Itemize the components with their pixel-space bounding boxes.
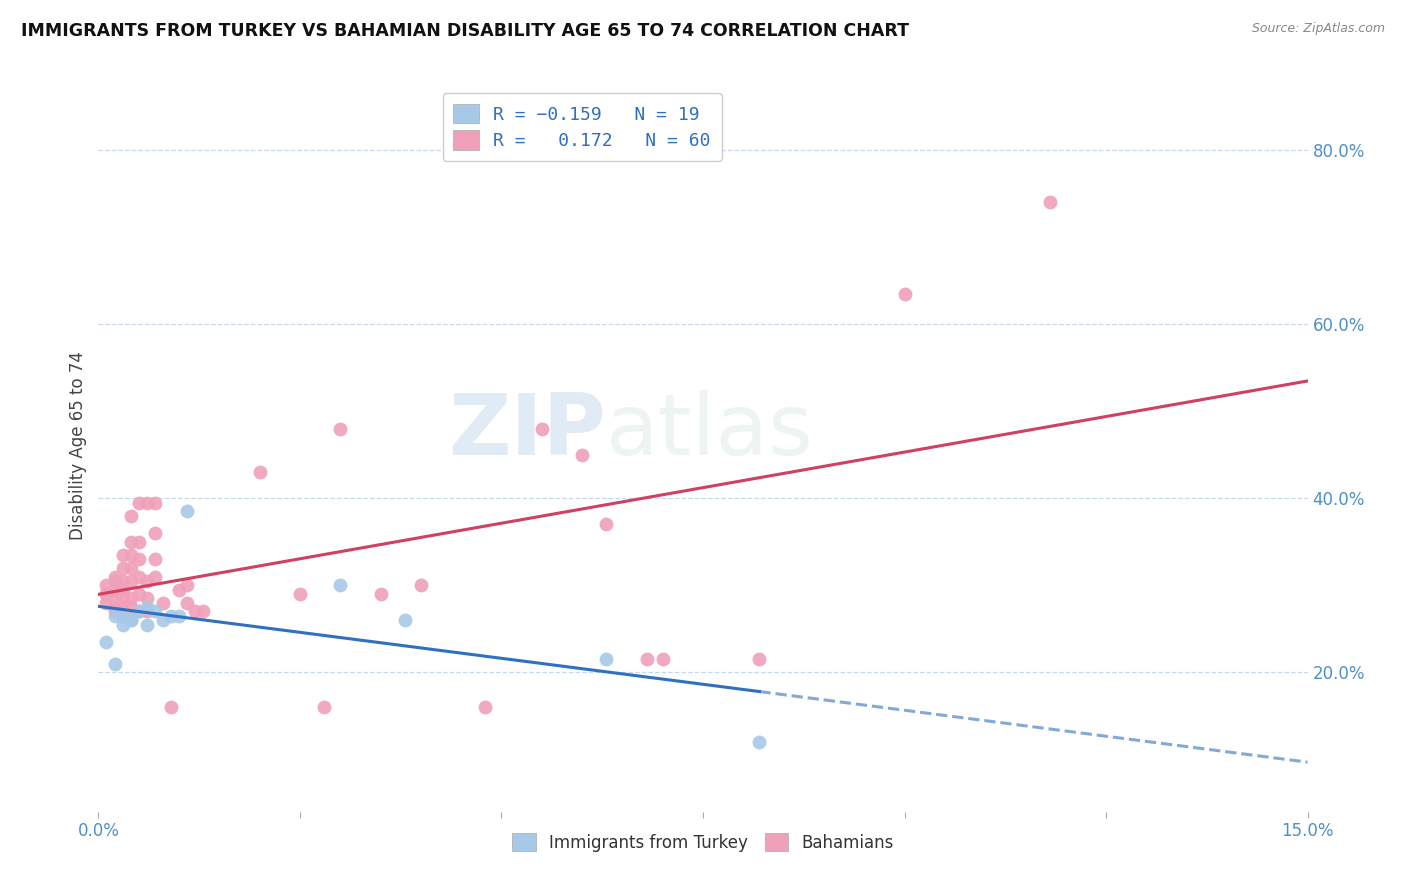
Point	[394, 613, 416, 627]
Text: IMMIGRANTS FROM TURKEY VS BAHAMIAN DISABILITY AGE 65 TO 74 CORRELATION CHART: IMMIGRANTS FROM TURKEY VS BAHAMIAN DISAB…	[21, 22, 910, 40]
Point	[128, 552, 150, 566]
Point	[143, 569, 166, 583]
Point	[135, 600, 157, 615]
Point	[184, 604, 207, 618]
Point	[135, 591, 157, 606]
Point	[96, 587, 118, 601]
Point	[893, 286, 915, 301]
Point	[111, 548, 134, 562]
Point	[152, 613, 174, 627]
Point	[128, 534, 150, 549]
Point	[120, 600, 142, 615]
Point	[103, 574, 125, 588]
Point	[111, 600, 134, 615]
Point	[329, 578, 352, 592]
Point	[143, 495, 166, 509]
Point	[176, 504, 198, 518]
Point	[176, 596, 198, 610]
Point	[135, 495, 157, 509]
Point	[103, 600, 125, 615]
Point	[96, 635, 118, 649]
Point	[120, 534, 142, 549]
Legend: Immigrants from Turkey, Bahamians: Immigrants from Turkey, Bahamians	[506, 826, 900, 858]
Point	[103, 591, 125, 606]
Point	[111, 561, 134, 575]
Point	[128, 569, 150, 583]
Point	[474, 700, 496, 714]
Point	[128, 495, 150, 509]
Point	[120, 613, 142, 627]
Point	[111, 591, 134, 606]
Point	[314, 700, 336, 714]
Point	[135, 617, 157, 632]
Point	[120, 508, 142, 523]
Point	[636, 652, 658, 666]
Point	[120, 613, 142, 627]
Point	[120, 561, 142, 575]
Point	[96, 578, 118, 592]
Point	[176, 578, 198, 592]
Point	[329, 421, 352, 435]
Point	[143, 604, 166, 618]
Point	[111, 617, 134, 632]
Point	[152, 596, 174, 610]
Point	[288, 587, 311, 601]
Point	[111, 574, 134, 588]
Point	[103, 657, 125, 671]
Point	[128, 587, 150, 601]
Point	[167, 582, 190, 597]
Point	[135, 604, 157, 618]
Point	[530, 421, 553, 435]
Point	[748, 652, 770, 666]
Text: atlas: atlas	[606, 390, 814, 473]
Point	[748, 735, 770, 749]
Point	[651, 652, 673, 666]
Point	[135, 574, 157, 588]
Text: ZIP: ZIP	[449, 390, 606, 473]
Point	[160, 608, 183, 623]
Point	[120, 574, 142, 588]
Point	[409, 578, 432, 592]
Point	[160, 700, 183, 714]
Point	[370, 587, 392, 601]
Point	[103, 582, 125, 597]
Text: Source: ZipAtlas.com: Source: ZipAtlas.com	[1251, 22, 1385, 36]
Point	[96, 587, 118, 601]
Y-axis label: Disability Age 65 to 74: Disability Age 65 to 74	[69, 351, 87, 541]
Point	[96, 596, 118, 610]
Point	[595, 517, 617, 532]
Point	[143, 552, 166, 566]
Point	[128, 604, 150, 618]
Point	[143, 526, 166, 541]
Point	[595, 652, 617, 666]
Point	[249, 465, 271, 479]
Point	[111, 582, 134, 597]
Point	[103, 608, 125, 623]
Point	[120, 591, 142, 606]
Point	[111, 608, 134, 623]
Point	[111, 604, 134, 618]
Point	[1039, 195, 1062, 210]
Point	[128, 604, 150, 618]
Point	[571, 448, 593, 462]
Point	[120, 548, 142, 562]
Point	[103, 604, 125, 618]
Point	[193, 604, 215, 618]
Point	[103, 569, 125, 583]
Point	[167, 608, 190, 623]
